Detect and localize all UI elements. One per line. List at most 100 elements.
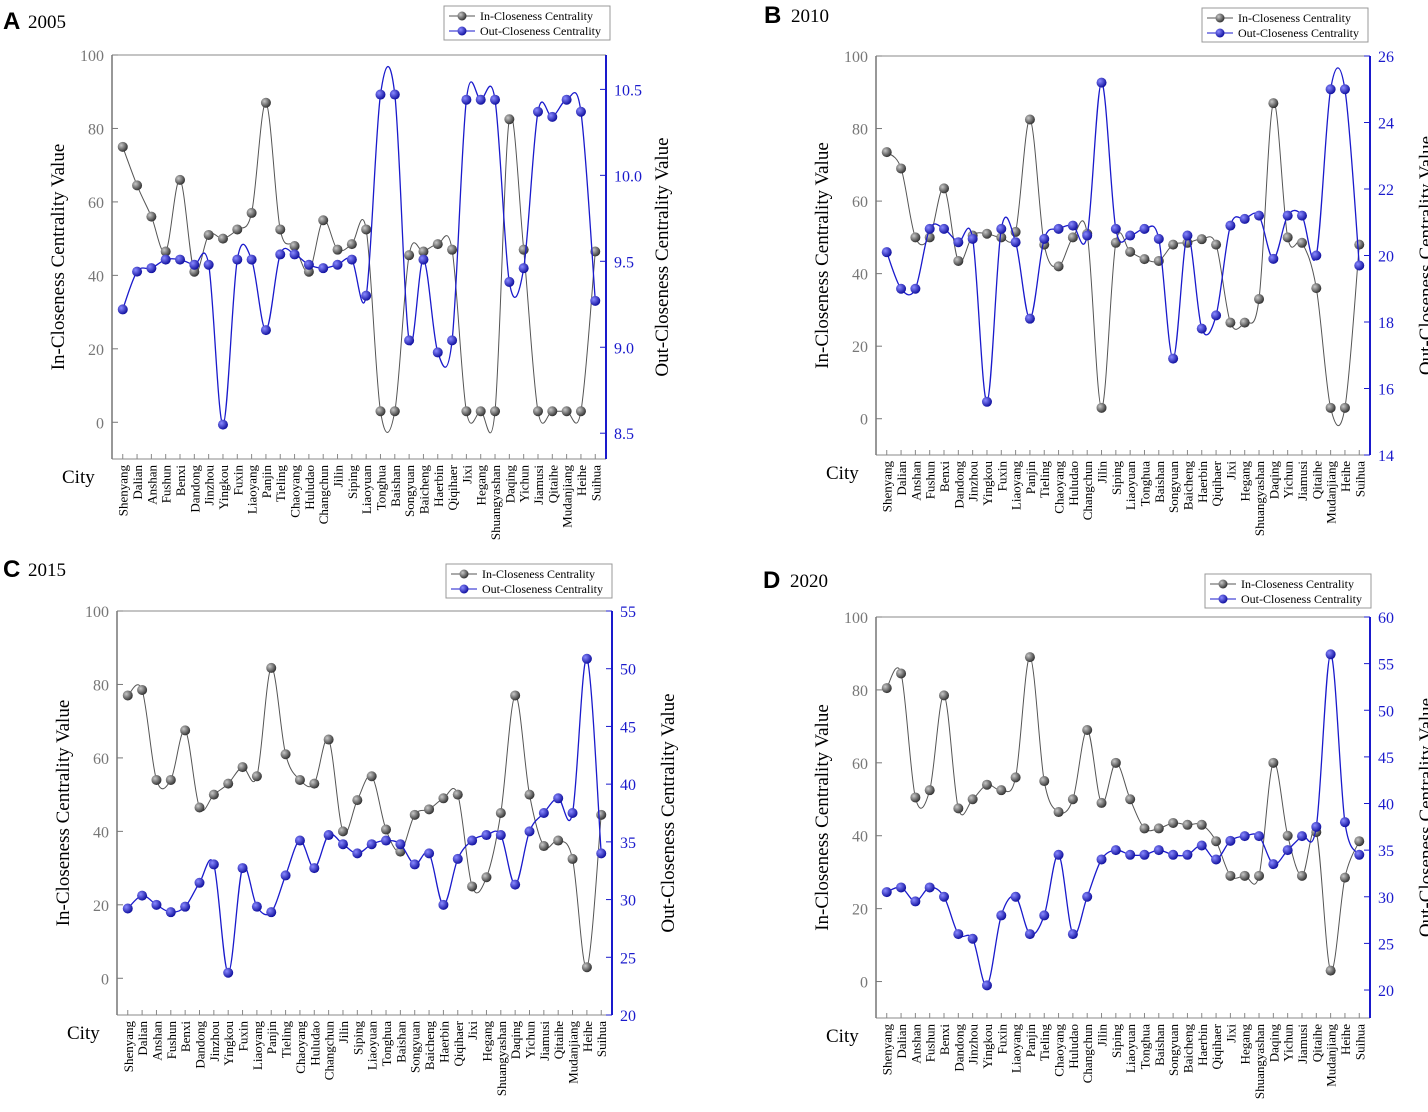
right-tick-label: 22: [1378, 182, 1394, 199]
in-closeness-point: [518, 244, 529, 255]
in-closeness-point: [510, 690, 521, 701]
in-closeness-point: [1067, 232, 1078, 243]
in-closeness-point: [1182, 819, 1193, 830]
in-closeness-point: [275, 224, 286, 235]
out-closeness-point: [504, 276, 515, 287]
x-tick-label: Siping: [1109, 1024, 1124, 1058]
in-closeness-point: [953, 803, 964, 814]
out-closeness-point: [332, 259, 343, 270]
x-tick-label: Yingkou: [980, 1024, 995, 1069]
right-tick-label: 20: [1378, 249, 1394, 266]
in-closeness-point: [553, 835, 564, 846]
x-tick-label: Changchun: [322, 1021, 337, 1081]
in-closeness-point: [395, 846, 406, 857]
in-closeness-point: [481, 872, 492, 883]
left-tick-label: 0: [860, 975, 868, 992]
out-closeness-point: [160, 254, 171, 265]
in-closeness-point: [366, 771, 377, 782]
out-closeness-point: [547, 111, 558, 122]
in-closeness-point: [151, 774, 162, 785]
out-closeness-point: [1168, 849, 1179, 860]
legend-in-label: In-Closeness Centrality: [480, 9, 593, 23]
out-closeness-point: [924, 223, 935, 234]
in-closeness-point: [1339, 402, 1350, 413]
out-closeness-point: [953, 237, 964, 248]
left-tick-label: 100: [85, 604, 109, 621]
x-tick-label: Jinzhou: [207, 1021, 222, 1062]
in-closeness-point: [981, 228, 992, 239]
in-closeness-point: [1053, 807, 1064, 818]
left-tick-label: 40: [852, 829, 868, 846]
out-closeness-point: [518, 263, 529, 274]
in-closeness-point: [1024, 114, 1035, 125]
legend-in-marker: [457, 11, 467, 21]
x-tick-label: Panjin: [1023, 461, 1038, 495]
out-closeness-point: [1010, 237, 1021, 248]
in-closeness-point: [1296, 237, 1307, 248]
in-closeness-point: [1282, 830, 1293, 841]
panel-letter: A: [3, 8, 20, 35]
legend-box: [1201, 7, 1369, 43]
left-tick-label: 100: [844, 610, 868, 627]
out-closeness-point: [1096, 77, 1107, 88]
x-tick-label: Dalian: [894, 461, 909, 496]
out-closeness-point: [346, 254, 357, 265]
out-closeness-point: [1153, 233, 1164, 244]
out-closeness-point: [132, 266, 143, 277]
x-tick-label: Chaoyang: [288, 465, 303, 518]
legend-out-label: Out-Closeness Centrality: [482, 582, 603, 596]
legend-in-label: In-Closeness Centrality: [482, 567, 595, 581]
x-tick-label: Dandong: [951, 1024, 966, 1072]
in-closeness-point: [547, 406, 558, 417]
out-closeness-point: [237, 863, 248, 874]
out-closeness-point: [323, 830, 334, 841]
out-closeness-point: [260, 325, 271, 336]
x-tick-label: Shuangyashan: [1252, 461, 1267, 537]
x-tick-label: Dalian: [894, 1024, 909, 1059]
x-tick-label: Liaoyang: [1009, 1024, 1024, 1074]
in-closeness-point: [1067, 794, 1078, 805]
out-closeness-line: [127, 658, 602, 974]
x-tick-label: Liaoyuan: [365, 1021, 380, 1071]
x-tick-label: Dalian: [130, 465, 145, 500]
in-closeness-point: [352, 795, 363, 806]
out-closeness-point: [967, 233, 978, 244]
out-closeness-point: [1182, 230, 1193, 241]
in-closeness-point: [280, 749, 291, 760]
out-closeness-point: [981, 980, 992, 991]
out-closeness-point: [203, 259, 214, 270]
out-closeness-point: [996, 910, 1007, 921]
x-tick-label: Fushun: [164, 1021, 179, 1060]
in-closeness-point: [266, 662, 277, 673]
x-tick-label: Siping: [345, 465, 360, 499]
x-tick-label: Shenyang: [880, 461, 895, 513]
x-tick-label: Baishan: [1152, 461, 1167, 503]
left-axis-title: In-Closeness Centrality Value: [53, 700, 74, 927]
out-closeness-point: [404, 335, 415, 346]
out-closeness-point: [910, 283, 921, 294]
in-closeness-point: [1211, 239, 1222, 250]
x-tick-label: Jilin: [1095, 461, 1110, 484]
in-closeness-point: [132, 180, 143, 191]
x-tick-label: Tonghua: [1137, 1024, 1152, 1070]
out-closeness-point: [475, 94, 486, 105]
in-closeness-point: [1082, 725, 1093, 736]
out-closeness-point: [490, 94, 501, 105]
out-closeness-point: [1096, 854, 1107, 865]
right-tick-label: 20: [620, 1008, 636, 1025]
x-tick-label: Haerbin: [1195, 461, 1210, 503]
out-closeness-point: [381, 835, 392, 846]
right-axis-title: Out-Closeness Centrality Value: [1416, 136, 1428, 375]
out-closeness-point: [208, 859, 219, 870]
in-closeness-point: [389, 406, 400, 417]
right-tick-label: 9.5: [614, 254, 634, 271]
in-closeness-point: [1125, 794, 1136, 805]
x-tick-label: Daqing: [1266, 1024, 1281, 1063]
x-tick-label: Tonghua: [379, 1021, 394, 1067]
x-tick-label: Dandong: [187, 465, 202, 513]
x-tick-label: Fushun: [923, 461, 938, 500]
out-closeness-point: [289, 249, 300, 260]
x-tick-label: Yichun: [1281, 461, 1296, 499]
out-closeness-point: [1225, 835, 1236, 846]
